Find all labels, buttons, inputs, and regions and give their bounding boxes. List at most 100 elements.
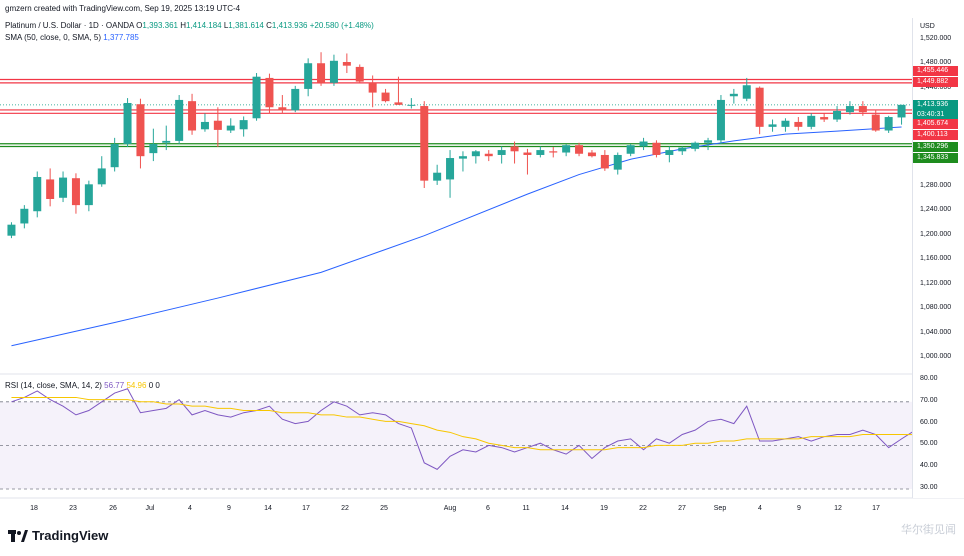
candle-down bbox=[858, 101, 867, 116]
candle-up bbox=[729, 88, 738, 104]
candle-up bbox=[497, 146, 506, 164]
candle-body bbox=[768, 124, 777, 127]
candle-down bbox=[355, 64, 364, 83]
open-value: 1,393.361 bbox=[142, 21, 178, 30]
candle-body bbox=[175, 99, 184, 141]
candle-body bbox=[807, 115, 816, 127]
sma-line bbox=[11, 126, 902, 347]
candle-up bbox=[716, 95, 725, 144]
close-value: 1,413.936 bbox=[271, 21, 308, 30]
brand-name: TradingView bbox=[32, 528, 109, 543]
candle-up bbox=[162, 125, 171, 151]
candle-up bbox=[291, 85, 300, 113]
price-axis-label: 03:40:31 bbox=[913, 110, 958, 120]
candle-down bbox=[652, 140, 661, 158]
candle-body bbox=[368, 82, 377, 93]
candle-up bbox=[110, 137, 119, 172]
candle-up bbox=[471, 150, 480, 164]
time-tick-label: 4 bbox=[188, 505, 192, 512]
candle-up bbox=[123, 98, 132, 148]
rsi-ma-series bbox=[11, 396, 915, 451]
candle-body bbox=[536, 150, 545, 155]
candle-down bbox=[755, 86, 764, 135]
time-tick-label: 26 bbox=[109, 505, 117, 512]
candle-down bbox=[510, 141, 519, 164]
rsi-tick-label: 30.00 bbox=[920, 484, 938, 491]
time-tick-label: 12 bbox=[834, 505, 842, 512]
candle-up bbox=[7, 222, 16, 239]
low-value: 1,381.614 bbox=[228, 21, 264, 30]
high-value: 1,414.184 bbox=[186, 21, 222, 30]
candle-body bbox=[33, 176, 42, 212]
candle-body bbox=[252, 76, 261, 119]
candle-body bbox=[446, 158, 455, 180]
candle-down bbox=[484, 150, 493, 162]
low-label: L bbox=[223, 21, 229, 30]
close-label: C bbox=[266, 21, 272, 30]
price-tick-label: 1,480.000 bbox=[920, 59, 952, 67]
candle-down bbox=[794, 117, 803, 131]
candle-body bbox=[200, 121, 209, 130]
candle-down bbox=[600, 150, 609, 171]
price-axis[interactable] bbox=[912, 18, 964, 498]
candle-body bbox=[7, 224, 16, 236]
sma-legend[interactable]: SMA (50, close, 0, SMA, 5) 1,377.785 bbox=[5, 33, 139, 42]
candle-up bbox=[200, 113, 209, 132]
tradingview-logo[interactable]: TradingView bbox=[8, 528, 108, 543]
price-tick-label: 1,280.000 bbox=[920, 181, 952, 189]
candle-up bbox=[433, 164, 442, 185]
candle-up bbox=[97, 156, 106, 187]
rsi-band bbox=[0, 401, 912, 490]
candle-up bbox=[704, 137, 713, 151]
rsi-tick-label: 50.00 bbox=[920, 440, 938, 448]
rsi-extra-2: 0 bbox=[155, 381, 160, 390]
candle-body bbox=[471, 151, 480, 157]
candle-up bbox=[833, 106, 842, 122]
candle-body bbox=[59, 177, 68, 198]
candle-down bbox=[317, 52, 326, 86]
candle-up bbox=[613, 152, 622, 175]
candle-down bbox=[575, 142, 584, 157]
candle-body bbox=[523, 152, 532, 155]
rsi-tick-label: 70.00 bbox=[920, 396, 938, 404]
candle-body bbox=[497, 150, 506, 155]
candle-up bbox=[781, 118, 790, 132]
candle-up bbox=[639, 137, 648, 151]
candle-up bbox=[678, 146, 687, 155]
candle-body bbox=[342, 62, 351, 66]
candle-body bbox=[71, 178, 80, 206]
candle-down bbox=[368, 75, 377, 108]
time-tick-label: 11 bbox=[522, 505, 530, 512]
candle-body bbox=[110, 143, 119, 168]
rsi-legend[interactable]: RSI (14, close, SMA, 14, 2) 56.77 54.96 … bbox=[5, 381, 160, 390]
price-tick-label: 1,040.000 bbox=[920, 328, 952, 336]
symbol-legend[interactable]: Platinum / U.S. Dollar · 1D · OANDA O1,3… bbox=[5, 21, 374, 30]
candle-up bbox=[897, 104, 906, 125]
candle-body bbox=[691, 142, 700, 149]
rsi-lines bbox=[11, 388, 915, 470]
candle-body bbox=[845, 106, 854, 113]
candle-up bbox=[446, 150, 455, 198]
time-tick-label: Aug bbox=[443, 505, 457, 512]
candle-body bbox=[587, 152, 596, 157]
symbol-name: Platinum / U.S. Dollar · 1D · OANDA bbox=[5, 21, 134, 30]
candle-body bbox=[897, 104, 906, 118]
rsi-tick-label: 40.00 bbox=[920, 462, 938, 470]
candle-body bbox=[46, 179, 55, 199]
candle-body bbox=[304, 63, 313, 89]
candle-body bbox=[265, 77, 274, 108]
time-tick-label: 27 bbox=[678, 505, 686, 512]
candle-up bbox=[175, 95, 184, 144]
candle-body bbox=[381, 92, 390, 102]
candle-up bbox=[33, 171, 42, 218]
candle-body bbox=[162, 140, 171, 143]
candle-up bbox=[84, 180, 93, 212]
candle-body bbox=[639, 141, 648, 147]
price-tick-label: 1,080.000 bbox=[920, 304, 952, 312]
candle-body bbox=[742, 85, 751, 99]
rsi-tick-label: 80.00 bbox=[920, 375, 938, 382]
price-axis-label: 1,400.113 bbox=[913, 130, 958, 140]
sma-value: 1,377.785 bbox=[103, 33, 139, 42]
time-tick-label: 22 bbox=[341, 505, 349, 512]
